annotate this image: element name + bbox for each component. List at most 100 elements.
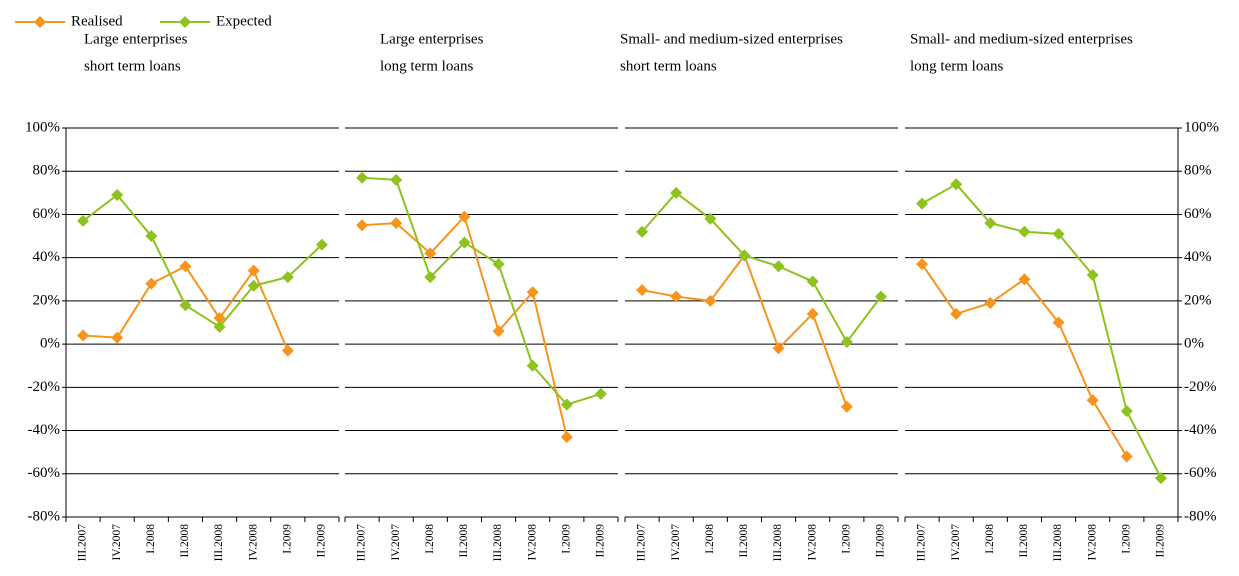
x-tick-label: II.2008 — [458, 524, 470, 558]
panel-title: short term loans — [84, 58, 181, 74]
data-point — [356, 171, 369, 184]
data-point — [806, 307, 819, 320]
x-tick-label: IV.2007 — [111, 524, 123, 561]
y-tick-label: 100% — [25, 119, 60, 135]
legend-marker — [179, 16, 191, 28]
y2-tick-label: 20% — [1184, 292, 1212, 308]
data-point — [984, 217, 997, 230]
x-tick-label: I.2008 — [984, 524, 996, 554]
x-tick-label: I.2008 — [145, 524, 157, 554]
data-point — [670, 290, 683, 303]
data-point — [1086, 394, 1099, 407]
panel-title: Large enterprises — [84, 31, 188, 47]
x-tick-label: I.2008 — [424, 524, 436, 554]
x-tick-label: IV.2007 — [950, 524, 962, 561]
series-line — [921, 182, 1162, 479]
data-point — [213, 312, 226, 325]
data-point — [1052, 316, 1065, 329]
panel-title: Small- and medium-sized enterprises — [620, 31, 843, 47]
data-point — [636, 284, 649, 297]
data-point — [1086, 268, 1099, 281]
data-point — [281, 271, 294, 284]
y-tick-label: 40% — [33, 249, 61, 265]
y-tick-label: -60% — [28, 465, 61, 481]
y-tick-label: 80% — [33, 163, 61, 179]
panel-title: Small- and medium-sized enterprises — [910, 31, 1133, 47]
data-point — [179, 260, 192, 273]
data-point — [704, 294, 717, 307]
y2-tick-label: 0% — [1184, 336, 1204, 352]
x-tick-label: III.2007 — [916, 524, 928, 562]
data-point — [424, 247, 437, 260]
data-point — [670, 186, 683, 199]
y2-tick-label: 80% — [1184, 163, 1212, 179]
data-point — [840, 335, 853, 348]
data-point — [1018, 225, 1031, 238]
x-tick-label: III.2008 — [492, 524, 504, 562]
y-tick-label: -40% — [28, 422, 61, 438]
series-line — [361, 176, 602, 406]
y-tick-label: -80% — [28, 508, 61, 524]
x-tick-label: II.2008 — [1018, 524, 1030, 558]
data-point — [145, 277, 158, 290]
data-point — [111, 188, 124, 201]
data-point — [213, 320, 226, 333]
data-point — [247, 279, 260, 292]
data-point — [145, 230, 158, 243]
data-point — [390, 173, 403, 186]
data-point — [77, 214, 90, 227]
x-tick-label: III.2008 — [1052, 524, 1064, 562]
data-point — [492, 325, 505, 338]
data-point — [526, 359, 539, 372]
data-point — [916, 258, 929, 271]
data-point — [738, 249, 751, 262]
panel-title: long term loans — [910, 58, 1003, 74]
data-point — [526, 286, 539, 299]
x-tick-label: I.2009 — [281, 524, 293, 554]
series-line — [361, 214, 568, 438]
x-tick-label: I.2009 — [560, 524, 572, 554]
data-point — [1154, 472, 1167, 485]
x-tick-label: IV.2008 — [1086, 524, 1098, 561]
series-line — [82, 193, 323, 329]
x-tick-label: II.2009 — [316, 524, 328, 558]
data-point — [1120, 450, 1133, 463]
data-point — [390, 217, 403, 230]
legend-label: Realised — [71, 13, 123, 29]
x-tick-label: III.2008 — [772, 524, 784, 562]
data-point — [315, 238, 328, 251]
x-tick-label: II.2009 — [595, 524, 607, 558]
y-tick-label: 0% — [40, 336, 60, 352]
data-point — [458, 236, 471, 249]
y2-tick-label: -80% — [1184, 508, 1217, 524]
data-point — [77, 329, 90, 342]
series-line — [641, 191, 882, 344]
x-tick-label: IV.2008 — [526, 524, 538, 561]
data-point — [916, 197, 929, 210]
data-point — [560, 431, 573, 444]
data-point — [424, 271, 437, 284]
data-point — [281, 344, 294, 357]
data-point — [560, 398, 573, 411]
y-tick-label: -20% — [28, 379, 61, 395]
x-tick-label: IV.2008 — [806, 524, 818, 561]
y2-tick-label: 100% — [1184, 119, 1219, 135]
data-point — [356, 219, 369, 232]
legend-marker — [34, 16, 46, 28]
data-point — [840, 400, 853, 413]
series-line — [641, 253, 848, 408]
x-tick-label: II.2008 — [179, 524, 191, 558]
data-point — [1120, 405, 1133, 418]
data-point — [111, 331, 124, 344]
data-point — [950, 178, 963, 191]
data-point — [492, 258, 505, 271]
panel-title: long term loans — [380, 58, 473, 74]
series-line — [921, 263, 1128, 458]
data-point — [636, 225, 649, 238]
panel-title: short term loans — [620, 58, 717, 74]
data-point — [950, 307, 963, 320]
data-point — [1052, 227, 1065, 240]
y2-tick-label: -60% — [1184, 465, 1217, 481]
x-tick-label: III.2007 — [356, 524, 368, 562]
